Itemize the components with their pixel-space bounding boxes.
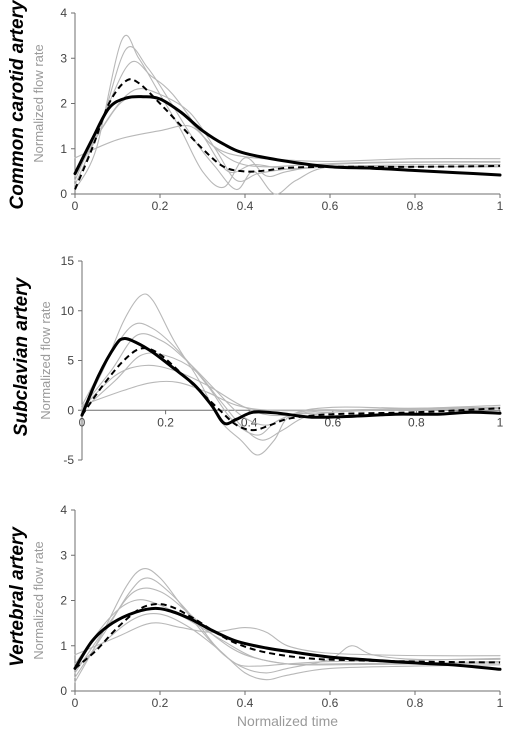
y-tick-label: 15 [61,254,75,268]
series-line-thin-gray-6 [74,612,501,681]
y-tick-label: 4 [60,503,67,517]
x-tick-label: 0 [72,696,79,710]
series-line-dashed-7 [74,603,501,670]
x-tick-label: 0.4 [237,199,254,213]
x-tick-label: 0.4 [241,415,258,429]
y-tick-label: 0 [60,684,67,698]
series-line-thin-gray-5 [74,125,501,162]
x-tick-label: 0.4 [237,696,254,710]
x-tick-label: 0.2 [157,415,174,429]
y-tick-label: 3 [60,548,67,562]
x-axis-label: Normalized time [237,713,338,729]
series-line-thin-gray-4 [81,352,501,441]
x-tick-label: 0.8 [407,696,424,710]
x-tick-label: 0.8 [407,199,424,213]
x-tick-label: 0.2 [152,199,169,213]
series-line-thin-gray-4 [74,599,501,665]
x-tick-label: 0.8 [408,415,425,429]
series-line-mean-bold-8 [73,95,502,177]
x-tick-label: 1 [497,199,504,213]
series-line-thin-gray-5 [74,622,501,657]
y-tick-label: 0 [60,187,67,201]
series-line-mean-bold-8 [80,337,502,426]
x-tick-label: 0.6 [324,415,341,429]
panel-side-title: Vertebral artery [7,526,28,667]
x-tick-label: 0.6 [322,696,339,710]
y-tick-label: 1 [60,142,67,156]
series-line-dashed-7 [81,347,501,432]
x-tick-label: 0.2 [152,696,169,710]
series-line-thin-gray-3 [74,587,501,674]
series-line-thin-gray-6 [81,364,501,417]
y-tick-label: 2 [60,97,67,111]
y-tick-label: 1 [60,639,67,653]
series-line-thin-gray-1 [74,34,501,191]
series-line-thin-gray-6 [74,95,501,172]
x-tick-label: 0 [72,199,79,213]
y-tick-label: 5 [67,354,74,368]
panel-side-title: Common carotid artery [7,0,28,210]
series-line-thin-gray-1 [81,293,501,456]
y-axis-label: Normalized flow rate [38,301,53,420]
x-tick-label: 0 [79,415,86,429]
chart-panel-3: 0 1 2 3 4 0 0.2 0.4 0.6 0.8 1 Normalized flow rateV… [7,503,504,729]
x-tick-label: 0.6 [322,199,339,213]
y-tick-label: 3 [60,51,67,65]
y-tick-label: 10 [61,304,75,318]
series-line-thin-gray-5 [81,380,501,412]
chart-panel-1: 0 1 2 3 4 0 0.2 0.4 0.6 0.8 1 Normalized flow rateC… [7,0,504,213]
y-tick-label: -5 [63,453,74,467]
x-tick-label: 1 [497,696,504,710]
series-line-mean-bold-8 [73,606,502,671]
y-axis-label: Normalized flow rate [31,44,46,163]
y-tick-label: 4 [60,6,67,20]
y-axis-label: Normalized flow rate [31,541,46,660]
x-tick-label: 1 [497,415,504,429]
chart-panel-2: -5 0 5 10 15 0 0.2 0.4 0.6 0.8 1 Normalized flow ra… [11,254,504,467]
y-tick-label: 2 [60,594,67,608]
panel-side-title: Subclavian artery [11,276,32,436]
y-tick-label: 0 [67,403,74,417]
